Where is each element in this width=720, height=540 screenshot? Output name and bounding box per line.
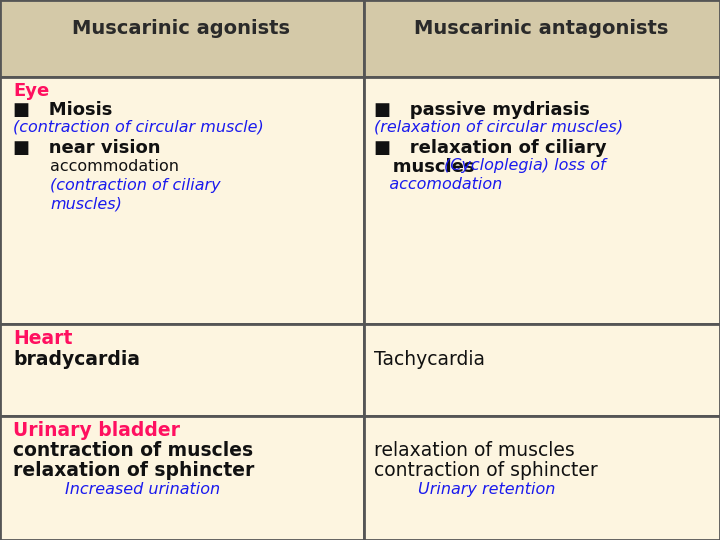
Text: (contraction of ciliary: (contraction of ciliary <box>50 178 221 193</box>
FancyBboxPatch shape <box>0 324 364 416</box>
FancyBboxPatch shape <box>364 324 720 416</box>
Text: muscles: muscles <box>374 158 481 176</box>
Text: bradycardia: bradycardia <box>13 350 140 369</box>
Text: Eye: Eye <box>13 82 49 100</box>
Text: Muscarinic agonists: Muscarinic agonists <box>73 19 290 38</box>
Text: ■   near vision: ■ near vision <box>13 139 161 157</box>
Text: ■   Miosis: ■ Miosis <box>13 101 112 119</box>
FancyBboxPatch shape <box>0 0 364 77</box>
FancyBboxPatch shape <box>0 416 364 540</box>
FancyBboxPatch shape <box>364 77 720 324</box>
Text: Heart: Heart <box>13 329 72 348</box>
Text: Urinary retention: Urinary retention <box>418 482 555 497</box>
Text: (contraction of circular muscle): (contraction of circular muscle) <box>13 120 264 135</box>
Text: Tachycardia: Tachycardia <box>374 350 485 369</box>
FancyBboxPatch shape <box>0 77 364 324</box>
Text: Urinary bladder: Urinary bladder <box>13 421 180 440</box>
Text: ■   passive mydriasis: ■ passive mydriasis <box>374 101 590 119</box>
Text: relaxation of sphincter: relaxation of sphincter <box>13 461 254 480</box>
Text: contraction of sphincter: contraction of sphincter <box>374 461 598 480</box>
Text: accomodation: accomodation <box>374 177 503 192</box>
Text: Muscarinic antagonists: Muscarinic antagonists <box>414 19 669 38</box>
Text: ■   relaxation of ciliary: ■ relaxation of ciliary <box>374 139 607 157</box>
Text: (relaxation of circular muscles): (relaxation of circular muscles) <box>374 120 624 135</box>
FancyBboxPatch shape <box>364 0 720 77</box>
Text: Increased urination: Increased urination <box>65 482 220 497</box>
Text: contraction of muscles: contraction of muscles <box>13 441 253 460</box>
Text: accommodation: accommodation <box>50 159 179 174</box>
FancyBboxPatch shape <box>364 416 720 540</box>
Text: relaxation of muscles: relaxation of muscles <box>374 441 575 460</box>
Text: muscles): muscles) <box>50 196 122 211</box>
Text: (Cycloplegia) loss of: (Cycloplegia) loss of <box>444 158 605 173</box>
